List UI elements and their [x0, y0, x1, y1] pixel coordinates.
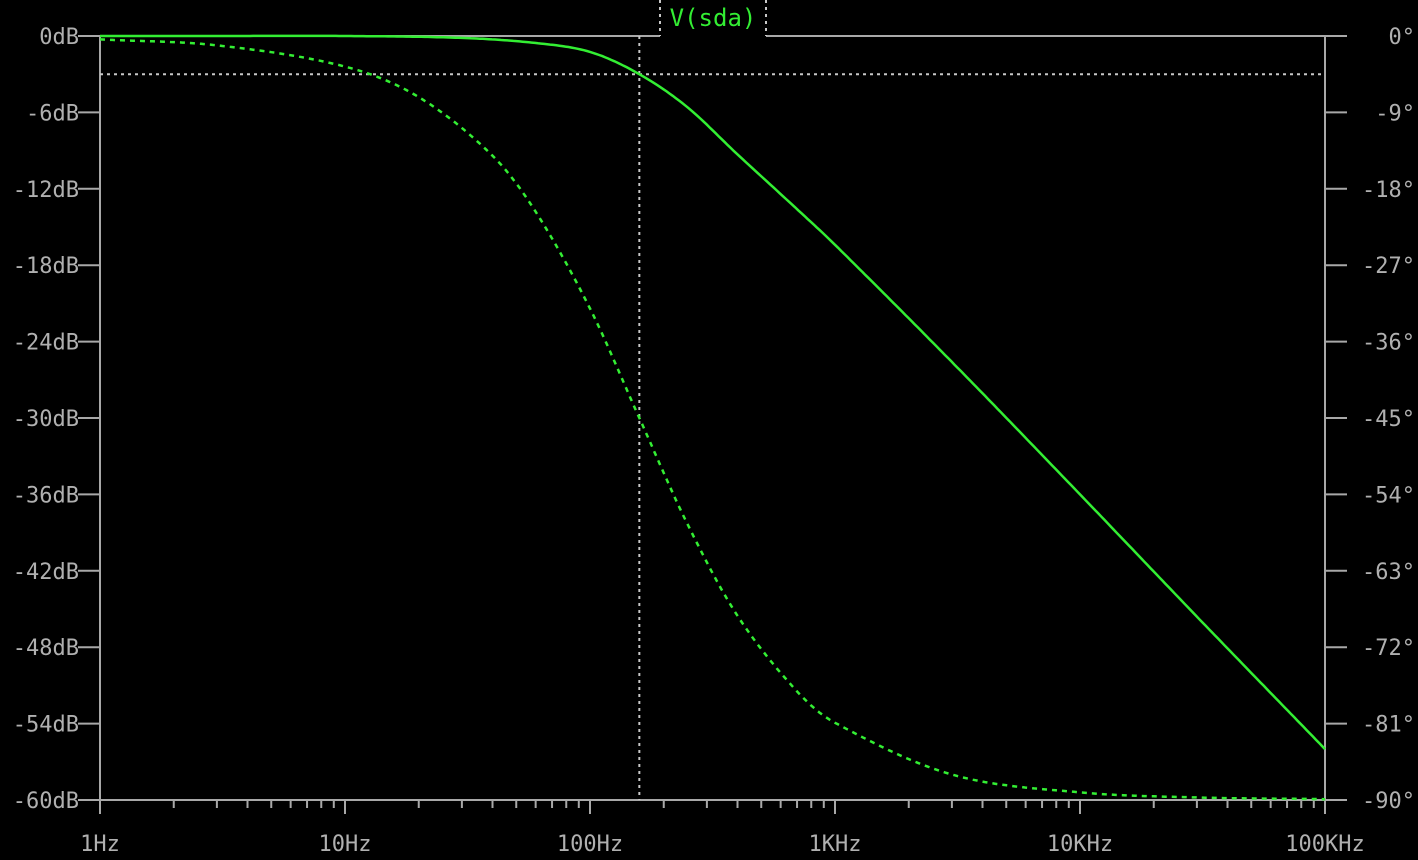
y-right-tick-label: -36°	[1362, 331, 1415, 356]
x-tick-label: 10Hz	[319, 832, 372, 857]
y-right-tick-label: -54°	[1362, 483, 1415, 508]
y-right-tick-label: 0°	[1389, 25, 1416, 50]
y-left-tick-label: -42dB	[13, 560, 79, 585]
magnitude-trace	[100, 34, 1326, 750]
y-right-tick-label: -72°	[1362, 636, 1415, 661]
x-tick-label: 1Hz	[80, 832, 120, 857]
y-right-tick-label: -45°	[1362, 407, 1415, 432]
y-right-tick-label: -63°	[1362, 560, 1415, 585]
y-right-tick-label: -81°	[1362, 713, 1415, 738]
x-tick-label: 1KHz	[809, 832, 862, 857]
x-tick-label: 10KHz	[1047, 832, 1113, 857]
y-right-tick-label: -90°	[1362, 789, 1415, 814]
y-left-tick-label: -6dB	[26, 101, 79, 126]
y-left-tick-label: -48dB	[13, 636, 79, 661]
x-tick-label: 100Hz	[557, 832, 623, 857]
y-left-tick-label: -60dB	[13, 789, 79, 814]
y-left-tick-label: -30dB	[13, 407, 79, 432]
x-tick-label: 100KHz	[1285, 832, 1364, 857]
trace-title: V(sda)	[670, 4, 757, 32]
y-left-tick-label: -18dB	[13, 254, 79, 279]
y-left-tick-label: -24dB	[13, 331, 79, 356]
y-right-tick-label: -18°	[1362, 178, 1415, 203]
y-left-tick-label: -36dB	[13, 483, 79, 508]
y-right-tick-label: -9°	[1375, 101, 1415, 126]
y-left-tick-label: 0dB	[39, 25, 79, 50]
y-left-tick-label: -12dB	[13, 178, 79, 203]
y-left-tick-label: -54dB	[13, 713, 79, 738]
y-right-tick-label: -27°	[1362, 254, 1415, 279]
